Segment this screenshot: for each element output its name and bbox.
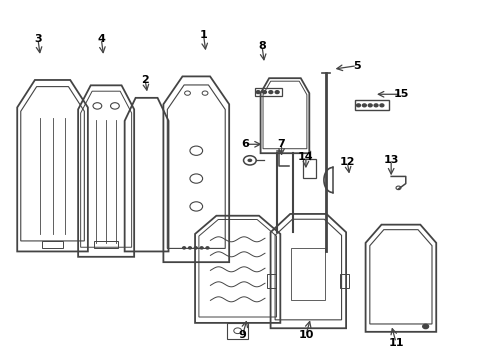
Text: 4: 4: [98, 34, 105, 44]
Circle shape: [363, 104, 367, 107]
Bar: [255, 88, 282, 96]
Text: 3: 3: [34, 34, 42, 44]
Circle shape: [368, 104, 372, 107]
Text: 1: 1: [200, 30, 207, 40]
Text: 5: 5: [353, 61, 361, 71]
Text: 14: 14: [298, 152, 314, 162]
Text: 15: 15: [393, 89, 409, 99]
Circle shape: [269, 91, 273, 94]
Circle shape: [357, 104, 361, 107]
Circle shape: [256, 91, 260, 94]
Circle shape: [380, 104, 384, 107]
Circle shape: [183, 247, 186, 249]
Bar: [227, 323, 248, 339]
Text: 9: 9: [239, 330, 246, 341]
Text: 12: 12: [340, 157, 355, 167]
Bar: [355, 100, 389, 111]
Text: 13: 13: [384, 156, 399, 165]
Circle shape: [189, 247, 192, 249]
Text: 6: 6: [241, 139, 249, 149]
Circle shape: [206, 247, 209, 249]
Circle shape: [263, 91, 267, 94]
Circle shape: [423, 324, 429, 329]
Text: 8: 8: [258, 41, 266, 51]
Text: 7: 7: [278, 139, 285, 149]
Bar: [267, 274, 276, 288]
Circle shape: [200, 247, 203, 249]
Bar: [303, 158, 316, 178]
Text: 2: 2: [141, 75, 149, 85]
Bar: [291, 248, 325, 300]
Circle shape: [195, 247, 197, 249]
Circle shape: [247, 158, 252, 162]
Bar: [94, 241, 118, 248]
Bar: [42, 241, 63, 248]
Bar: [340, 274, 349, 288]
Circle shape: [275, 91, 279, 94]
Circle shape: [374, 104, 378, 107]
Text: 10: 10: [298, 330, 314, 341]
Text: 11: 11: [388, 338, 404, 347]
